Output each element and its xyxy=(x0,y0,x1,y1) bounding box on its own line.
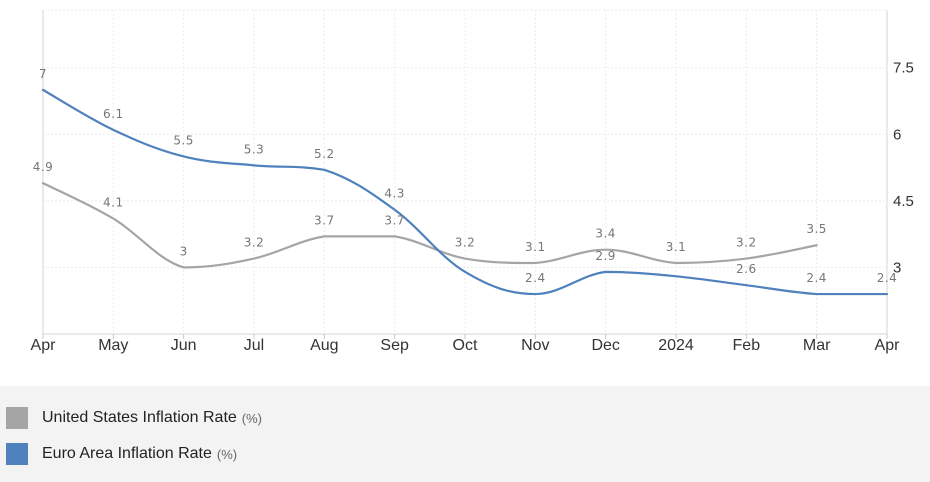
series-lines xyxy=(41,88,889,296)
data-label: 3.2 xyxy=(244,236,265,250)
data-label: 7 xyxy=(39,67,47,81)
data-label: 3.4 xyxy=(595,227,616,241)
data-label: 5.5 xyxy=(173,133,194,147)
series-line-us xyxy=(41,181,818,269)
data-label: 5.2 xyxy=(314,147,335,161)
data-label: 6.1 xyxy=(103,107,124,121)
x-tick-label: Apr xyxy=(31,337,57,354)
data-label: 2.6 xyxy=(736,262,757,276)
data-label: 3.1 xyxy=(666,240,687,254)
series-line-euro xyxy=(41,88,889,296)
legend-item-us[interactable]: United States Inflation Rate (%) xyxy=(6,406,262,430)
y-tick-label: 3 xyxy=(893,259,901,276)
y-tick-label: 6 xyxy=(893,126,901,143)
data-label: 4.1 xyxy=(103,196,124,210)
x-tick-label: Dec xyxy=(591,337,619,354)
x-tick-label: Jun xyxy=(171,337,197,354)
data-label: 4.3 xyxy=(384,187,405,201)
x-tick-label: Feb xyxy=(733,337,761,354)
grid xyxy=(42,9,888,334)
x-tick-label: Sep xyxy=(380,337,409,354)
legend-unit-euro: (%) xyxy=(216,446,238,462)
x-tick-label: 2024 xyxy=(658,337,694,354)
x-tick-label: Jul xyxy=(244,337,264,354)
x-tick-label: Apr xyxy=(875,337,901,354)
data-label: 2.4 xyxy=(525,271,546,285)
data-label: 2.4 xyxy=(877,271,898,285)
x-tick-label: May xyxy=(98,337,128,354)
y-tick-label: 7.5 xyxy=(893,60,914,77)
x-tick-label: Aug xyxy=(310,337,338,354)
legend-swatch-us xyxy=(6,407,28,429)
data-label: 3 xyxy=(180,244,188,258)
data-label: 2.9 xyxy=(595,249,616,263)
axes: 3 4.5 6 7.5 Apr May Jun Jul Aug Sep Oct Nov Dec 2024 F… xyxy=(31,10,914,354)
legend-swatch-euro xyxy=(6,443,28,465)
x-tick-label: Nov xyxy=(521,337,549,354)
legend-item-euro[interactable]: Euro Area Inflation Rate (%) xyxy=(6,442,237,466)
data-label: 3.7 xyxy=(314,213,335,227)
data-label: 3.2 xyxy=(455,236,476,250)
legend: United States Inflation Rate (%) Euro Ar… xyxy=(0,386,930,482)
data-label: 3.7 xyxy=(384,213,405,227)
data-label: 5.3 xyxy=(244,142,265,156)
y-tick-label: 4.5 xyxy=(893,193,914,210)
data-label: 2.4 xyxy=(806,271,827,285)
line-chart: 3 4.5 6 7.5 Apr May Jun Jul Aug Sep Oct Nov Dec 2024 F… xyxy=(31,9,914,354)
legend-label-us: United States Inflation Rate xyxy=(42,409,237,426)
x-tick-label: Oct xyxy=(453,337,478,354)
legend-unit-us: (%) xyxy=(241,410,262,426)
data-labels: 4.9 4.1 3 3.2 3.7 3.7 3.2 3.1 3.4 3.1 3.2 3.5 7 6.1 5.… xyxy=(33,67,898,285)
x-tick-label: Mar xyxy=(803,337,831,354)
data-label: 3.2 xyxy=(736,236,757,250)
legend-label-euro: Euro Area Inflation Rate xyxy=(42,445,212,462)
data-label: 3.1 xyxy=(525,240,546,254)
data-label: 4.9 xyxy=(33,160,54,174)
data-label: 3.5 xyxy=(806,222,827,236)
chart-area: 3 4.5 6 7.5 Apr May Jun Jul Aug Sep Oct Nov Dec 2024 F… xyxy=(31,9,914,354)
